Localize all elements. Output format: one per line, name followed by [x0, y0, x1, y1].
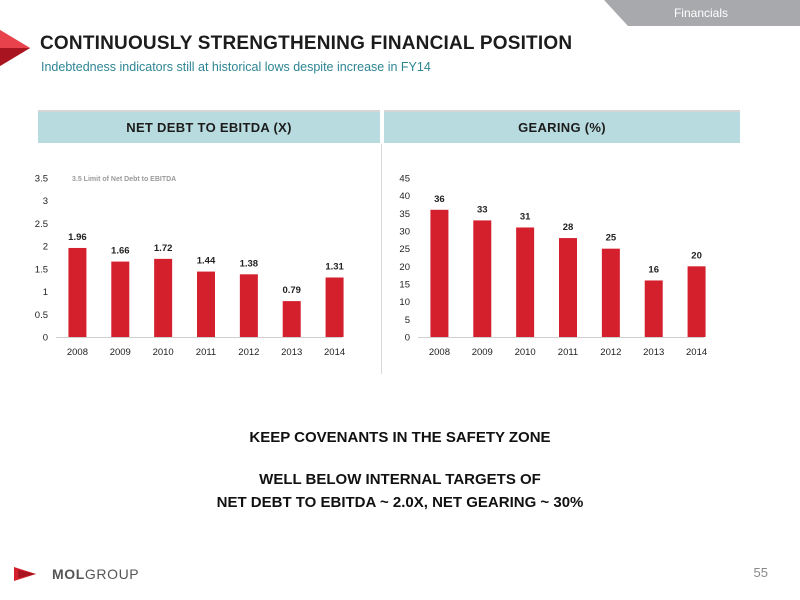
- bar-2014: [325, 277, 344, 337]
- page-number: 55: [753, 565, 768, 580]
- x-tick-label: 2012: [600, 347, 621, 358]
- x-tick-label: 2011: [196, 347, 216, 358]
- y-tick-label: 20: [399, 262, 410, 273]
- x-tick-label: 2013: [281, 347, 302, 358]
- x-tick-label: 2014: [324, 347, 345, 358]
- x-tick-label: 2009: [110, 347, 131, 358]
- bar-2008: [68, 247, 87, 337]
- y-tick-label: 3.5: [35, 174, 48, 185]
- section-tab-label: Financials: [673, 6, 728, 20]
- x-tick-label: 2012: [238, 347, 259, 358]
- y-tick-label: 5: [405, 315, 410, 326]
- mol-group-logo: MOLGROUP: [14, 563, 174, 585]
- net-debt-ebitda-chart: 0 0.5 1 1.5 2 2.5 3 3.5 1.96 2008 1.66 2009 1.72 2010…: [35, 174, 345, 359]
- bar-2010: [516, 227, 535, 337]
- page-subtitle: Indebtedness indicators still at histori…: [41, 60, 431, 74]
- chart-title-net-debt: NET DEBT TO EBITDA (X): [38, 110, 380, 143]
- y-tick-label: 25: [399, 244, 410, 255]
- data-label-2013: 16: [648, 264, 659, 275]
- data-label-2009: 1.66: [111, 246, 129, 257]
- data-label-2013: 0.79: [282, 285, 301, 296]
- y-tick-label: 40: [399, 191, 410, 202]
- bar-2012: [239, 274, 258, 337]
- limit-annotation: 3.5 Limit of Net Debt to EBITDA: [72, 176, 176, 183]
- data-label-2014: 1.31: [325, 261, 344, 272]
- bar-2009: [473, 220, 492, 337]
- y-tick-label: 35: [399, 209, 410, 220]
- logo-mol: MOL: [52, 566, 85, 582]
- bar-2011: [559, 238, 577, 337]
- message-target-values: NET DEBT TO EBITDA ~ 2.0X, NET GEARING ~…: [216, 494, 584, 511]
- logo-group: GROUP: [84, 566, 140, 582]
- section-tab: Financials: [604, 0, 800, 26]
- page-title: CONTINUOUSLY STRENGTHENING FINANCIAL POS…: [40, 33, 573, 54]
- message-covenants: KEEP COVENANTS IN THE SAFETY ZONE: [249, 429, 551, 446]
- bar-2013: [282, 301, 301, 337]
- x-tick-label: 2014: [686, 347, 707, 358]
- chart-title-gearing: GEARING (%): [384, 110, 740, 143]
- data-label-2011: 28: [563, 222, 574, 233]
- data-label-2014: 20: [691, 250, 702, 261]
- logo-wordmark: MOLGROUP: [52, 566, 139, 582]
- y-tick-label: 30: [399, 227, 410, 238]
- y-tick-label: 2: [43, 242, 48, 253]
- y-tick-label: 3: [43, 196, 48, 207]
- x-tick-label: 2010: [153, 347, 174, 358]
- y-tick-label: 1: [43, 287, 48, 298]
- x-tick-label: 2013: [643, 347, 664, 358]
- bar-2012: [601, 248, 620, 337]
- y-tick-label: 10: [399, 297, 410, 308]
- mol-red-mark-icon: [0, 30, 30, 66]
- bar-2011: [197, 271, 215, 337]
- y-tick-label: 0: [43, 333, 48, 344]
- y-tick-label: 2.5: [35, 219, 48, 230]
- data-label-2011: 1.44: [197, 256, 216, 267]
- data-label-2010: 1.72: [154, 243, 173, 254]
- mol-logo-mark-icon: [14, 567, 36, 581]
- gearing-chart: 0 5 10 15 20 25 30 35 40 45 36 2008 33 2009 31 2010 28 20…: [399, 174, 707, 359]
- bar-2013: [644, 280, 663, 337]
- y-tick-label: 15: [399, 280, 410, 291]
- y-tick-label: 1.5: [35, 264, 48, 275]
- x-tick-label: 2009: [472, 347, 493, 358]
- bar-2014: [687, 266, 706, 337]
- bar-2009: [111, 261, 130, 337]
- data-label-2009: 33: [477, 204, 488, 215]
- x-tick-label: 2010: [515, 347, 536, 358]
- data-label-2010: 31: [520, 211, 531, 222]
- panel-divider: [381, 144, 382, 374]
- bar-2010: [154, 258, 173, 337]
- data-label-2008: 1.96: [68, 232, 87, 243]
- data-label-2012: 1.38: [240, 258, 259, 269]
- x-tick-label: 2011: [558, 347, 578, 358]
- data-label-2012: 25: [606, 233, 617, 244]
- bar-2008: [430, 209, 449, 337]
- y-tick-label: 0: [405, 333, 410, 344]
- y-tick-label: 45: [399, 174, 410, 185]
- x-tick-label: 2008: [429, 347, 450, 358]
- y-tick-label: 0.5: [35, 310, 48, 321]
- message-targets: WELL BELOW INTERNAL TARGETS OF: [259, 471, 541, 488]
- data-label-2008: 36: [434, 194, 445, 205]
- x-tick-label: 2008: [67, 347, 88, 358]
